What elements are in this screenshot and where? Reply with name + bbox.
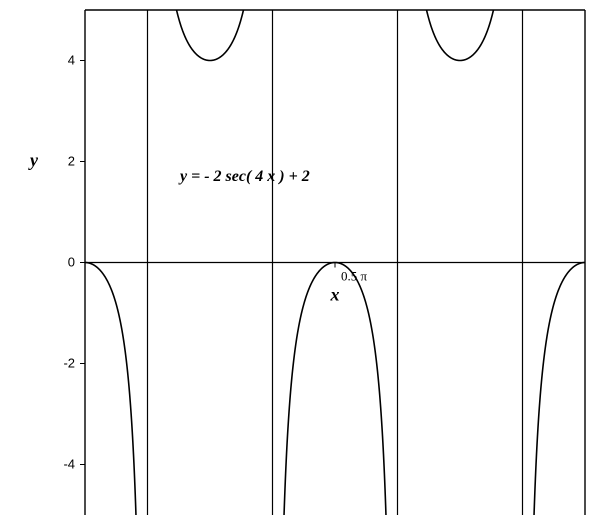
svg-text:2: 2 bbox=[68, 154, 75, 169]
svg-text:4: 4 bbox=[68, 53, 75, 68]
equation-label: y = - 2 sec( 4 x ) + 2 bbox=[180, 168, 310, 186]
svg-text:x: x bbox=[330, 285, 340, 305]
svg-text:-2: -2 bbox=[63, 356, 75, 371]
svg-text:-4: -4 bbox=[63, 457, 75, 472]
y-axis-label: y bbox=[30, 150, 38, 171]
chart-container: y y = - 2 sec( 4 x ) + 2 -4-20240.5 πx bbox=[0, 0, 601, 527]
plot-svg: -4-20240.5 πx bbox=[0, 0, 601, 527]
svg-text:0: 0 bbox=[68, 255, 75, 270]
